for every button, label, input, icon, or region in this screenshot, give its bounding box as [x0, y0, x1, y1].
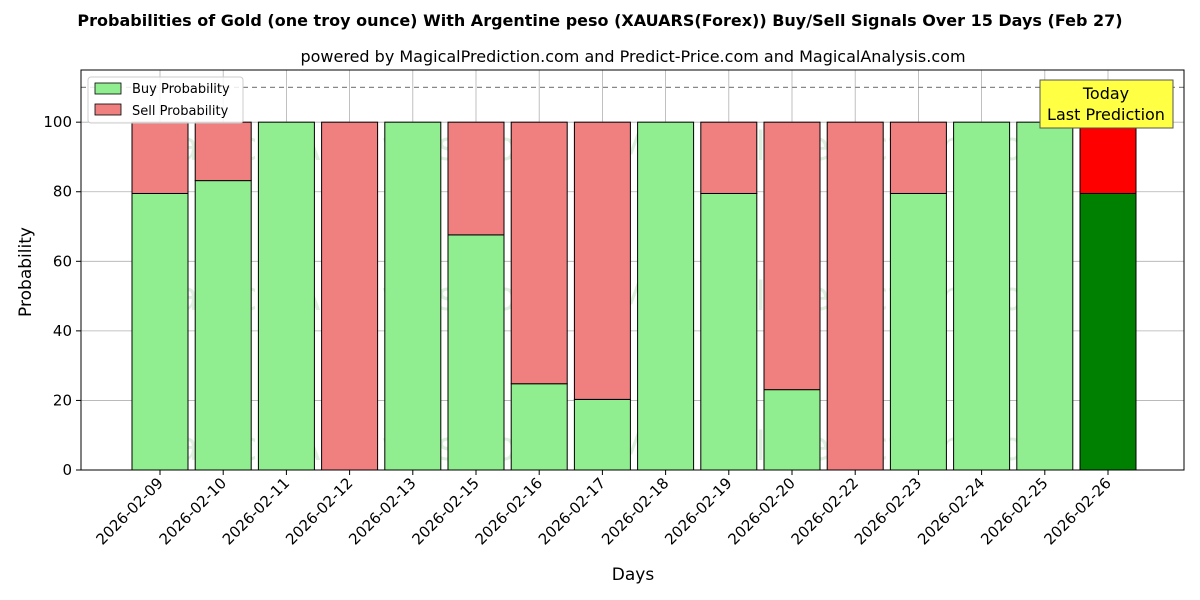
bar-sell-2026-02-17 [573, 121, 631, 400]
legend-buy-swatch [94, 82, 122, 95]
y-axis-label: Probability [16, 227, 36, 317]
y-tick-label-3: 60 [53, 252, 72, 270]
legend-buy-label: Buy Probability [132, 82, 230, 97]
x-tick-label-1: 2026-02-10 [156, 474, 230, 548]
bar-buy-2026-02-15 [447, 234, 505, 471]
today-callout-line-2: Last Prediction [1047, 105, 1165, 124]
bar-buy-2026-02-09 [131, 192, 189, 471]
x-tick-label-10: 2026-02-20 [724, 474, 798, 548]
bar-sell-2026-02-23 [889, 121, 947, 194]
plot-frame [80, 69, 1185, 471]
x-tick-label-2: 2026-02-11 [219, 474, 293, 548]
bar-sell-2026-02-10 [194, 121, 252, 182]
bar-sell-2026-02-22 [826, 121, 884, 471]
legend: Buy Probability Sell Probability [87, 76, 244, 124]
y-tick-label-4: 80 [53, 183, 72, 201]
x-tick-label-15: 2026-02-26 [1040, 474, 1114, 548]
x-tick-label-6: 2026-02-16 [472, 474, 546, 548]
bar-buy-2026-02-19 [700, 192, 758, 471]
bar-buy-2026-02-18 [637, 121, 695, 471]
x-axis: 2026-02-092026-02-102026-02-112026-02-12… [92, 470, 1115, 548]
y-tick-label-1: 20 [53, 391, 72, 409]
x-tick-label-5: 2026-02-15 [408, 474, 482, 548]
x-axis-label: Days [612, 565, 655, 585]
bar-buy-2026-02-24 [953, 121, 1011, 471]
legend-frame [87, 76, 244, 124]
x-tick-label-14: 2026-02-25 [977, 474, 1051, 548]
bar-buy-2026-02-10 [194, 180, 252, 471]
bar-buy-2026-02-16 [510, 383, 568, 471]
bar-sell-2026-02-19 [700, 121, 758, 194]
bar-buy-2026-02-23 [889, 192, 947, 471]
y-tick-label-2: 40 [53, 322, 72, 340]
chart-title: Probabilities of Gold (one troy ounce) W… [77, 11, 1122, 30]
y-axis: 0 20 40 60 80 100 [43, 113, 81, 479]
chart-subtitle: powered by MagicalPrediction.com and Pre… [300, 47, 965, 66]
legend-sell-label: Sell Probability [132, 104, 229, 119]
x-tick-label-12: 2026-02-23 [851, 474, 925, 548]
today-callout-box [1039, 79, 1174, 129]
y-tick-label-5: 100 [43, 113, 72, 131]
bars-layer [131, 121, 1137, 471]
bar-sell-2026-02-26 [1079, 121, 1137, 194]
today-callout: Today Last Prediction [1039, 79, 1174, 129]
x-tick-label-9: 2026-02-19 [661, 474, 735, 548]
bar-buy-2026-02-13 [384, 121, 442, 471]
legend-sell-swatch [94, 103, 122, 116]
bar-buy-2026-02-26 [1079, 192, 1137, 471]
bar-buy-2026-02-17 [573, 398, 631, 471]
x-tick-label-13: 2026-02-24 [914, 474, 988, 548]
x-tick-label-4: 2026-02-13 [345, 474, 419, 548]
bar-buy-2026-02-11 [257, 121, 315, 471]
bar-buy-2026-02-20 [763, 389, 821, 471]
x-tick-label-3: 2026-02-12 [282, 474, 356, 548]
bar-buy-2026-02-25 [1016, 121, 1074, 471]
y-tick-label-0: 0 [62, 461, 72, 479]
x-tick-label-0: 2026-02-09 [92, 474, 166, 548]
x-tick-label-11: 2026-02-22 [788, 474, 862, 548]
bar-sell-2026-02-15 [447, 121, 505, 236]
today-callout-line-1: Today [1082, 84, 1129, 103]
bar-sell-2026-02-20 [763, 121, 821, 391]
bar-sell-2026-02-09 [131, 121, 189, 194]
bar-sell-2026-02-16 [510, 121, 568, 385]
x-tick-label-8: 2026-02-18 [598, 474, 672, 548]
bar-sell-2026-02-12 [321, 121, 379, 471]
x-tick-label-7: 2026-02-17 [535, 474, 609, 548]
